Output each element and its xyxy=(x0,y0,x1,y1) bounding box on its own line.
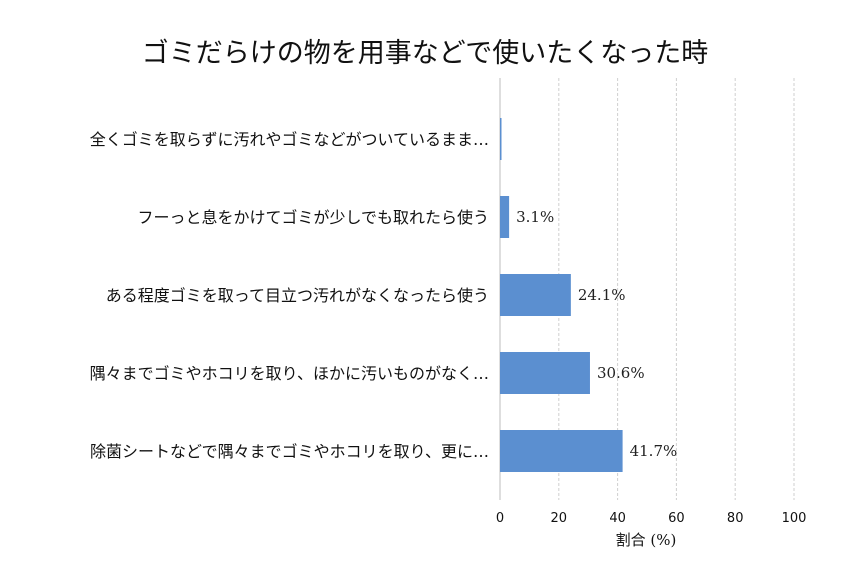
data-label: 30.6% xyxy=(597,364,645,382)
x-tick-label: 0 xyxy=(496,511,504,526)
x-tick-label: 80 xyxy=(727,511,744,526)
category-labels: 全くゴミを取らずに汚れやゴミなどがついているまま… フーっと息をかけてゴミが少しで… xyxy=(90,130,489,461)
data-label: 3.1% xyxy=(516,208,554,226)
value-labels: 3.1% 24.1% 30.6% 41.7% xyxy=(516,208,677,460)
x-tick-label: 20 xyxy=(551,511,568,526)
category-label: ある程度ゴミを取って目立つ汚れがなくなったら使う xyxy=(106,286,489,305)
category-label: 除菌シートなどで隅々までゴミやホコリを取り、更に… xyxy=(90,442,489,461)
bar xyxy=(500,352,590,394)
category-label: 全くゴミを取らずに汚れやゴミなどがついているまま… xyxy=(90,130,489,149)
bar xyxy=(500,430,623,472)
x-tick-label: 100 xyxy=(782,511,807,526)
bar xyxy=(500,196,510,238)
data-label: 24.1% xyxy=(578,286,626,304)
data-label: 41.7% xyxy=(630,442,678,460)
category-label: フーっと息をかけてゴミが少しでも取れたら使う xyxy=(137,208,489,227)
x-axis-title: 割合 (%) xyxy=(616,531,677,549)
bar xyxy=(500,118,502,160)
chart-title: ゴミだらけの物を用事などで使いたくなった時 xyxy=(142,38,708,69)
bars xyxy=(500,118,623,472)
x-tick-label: 40 xyxy=(609,511,626,526)
x-axis-ticks: 0 20 40 60 80 100 xyxy=(496,511,807,526)
bar xyxy=(500,274,571,316)
x-tick-label: 60 xyxy=(668,511,685,526)
category-label: 隅々までゴミやホコリを取り、ほかに汚いものがなく… xyxy=(90,364,489,383)
